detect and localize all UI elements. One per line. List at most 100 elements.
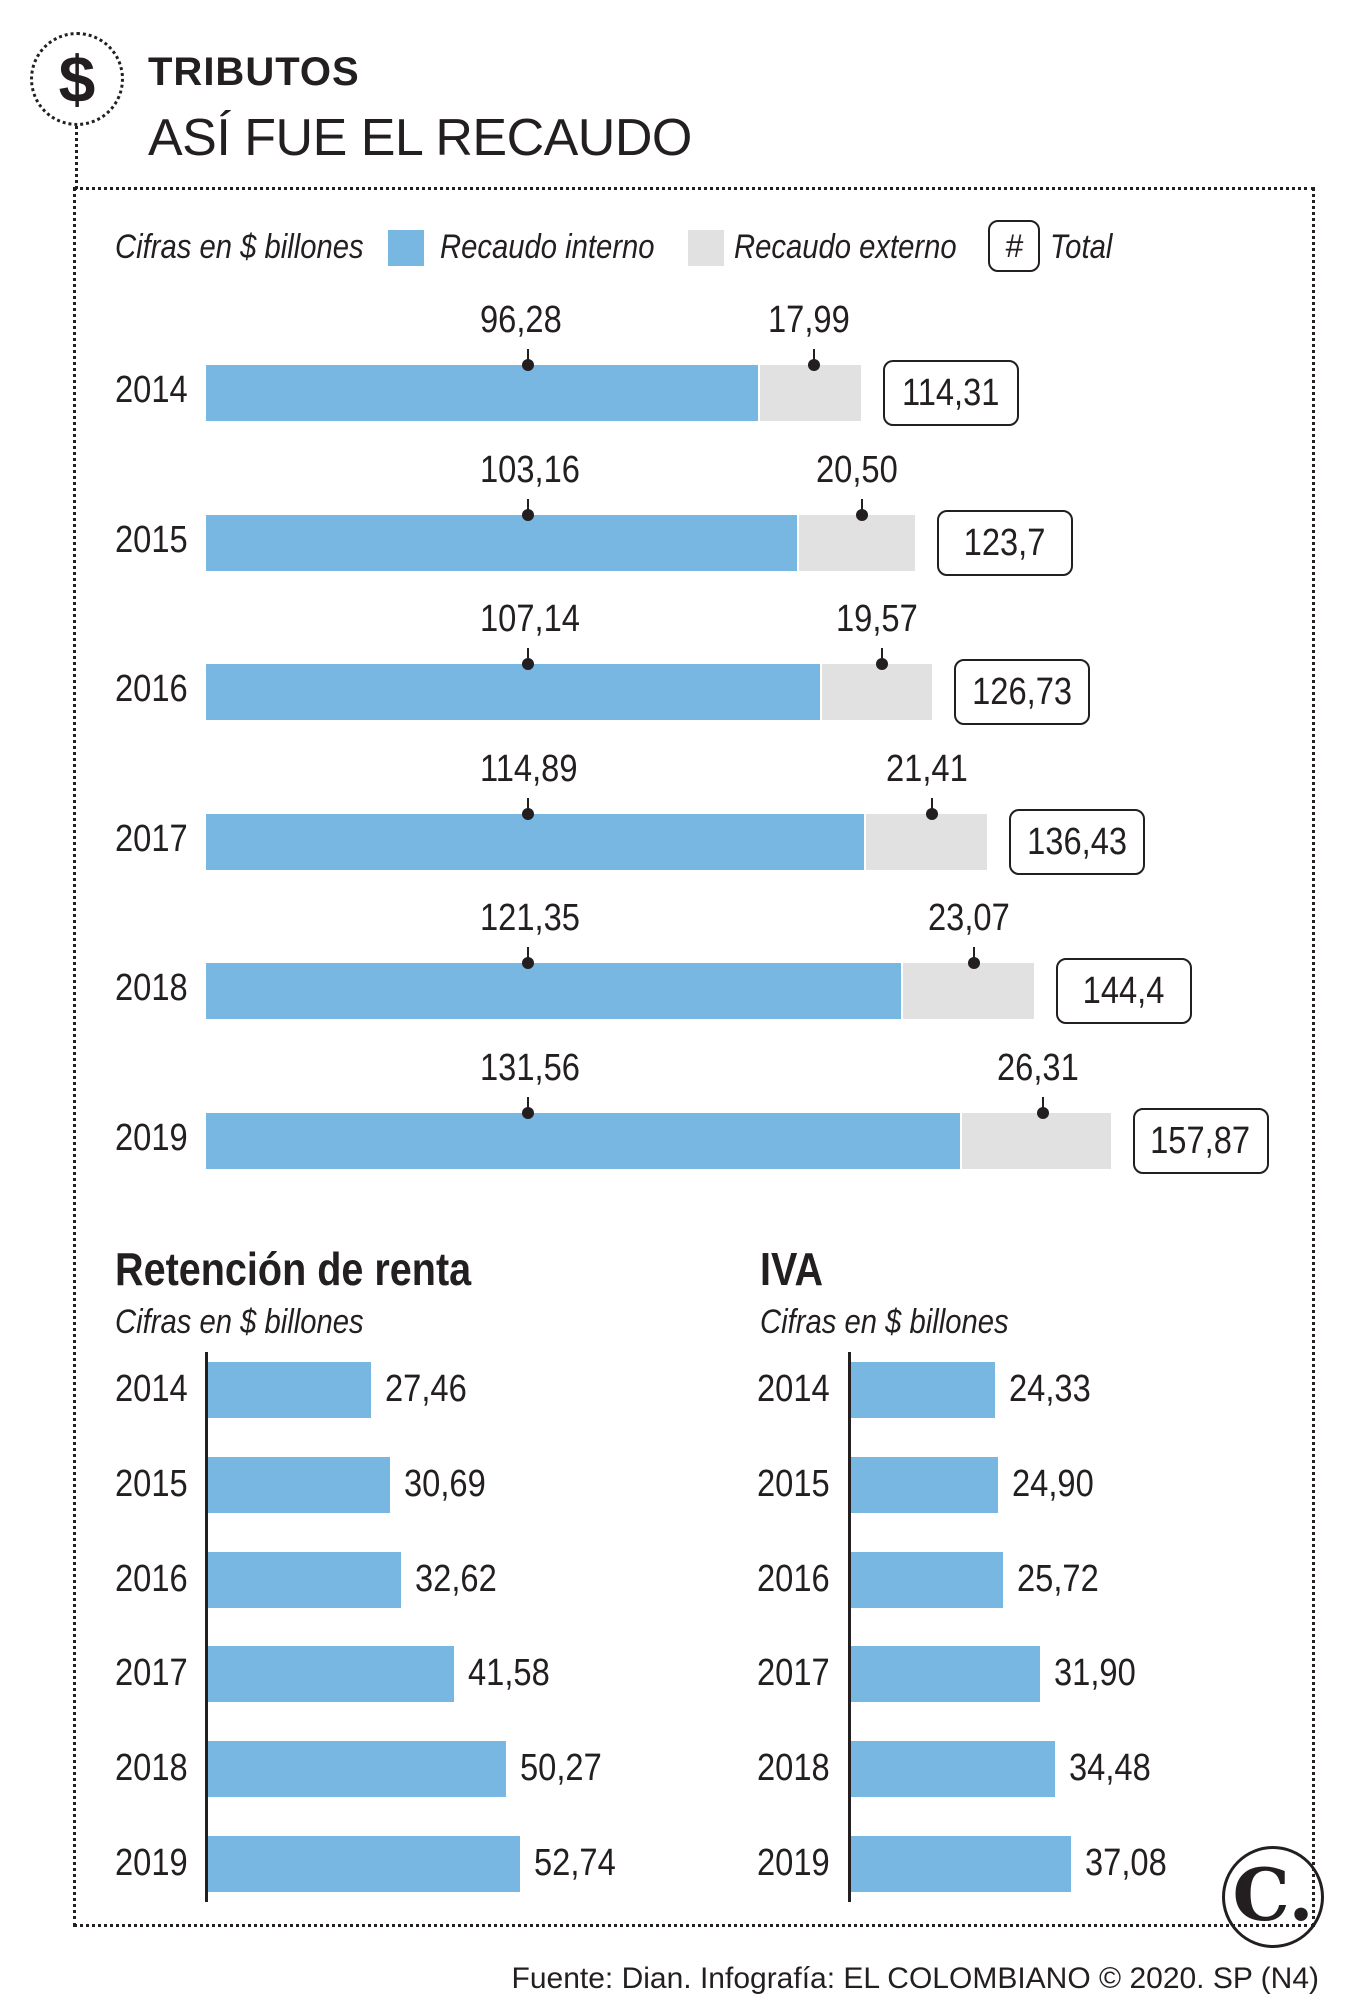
leader-line (527, 797, 529, 814)
legend-label-internal: Recaudo interno (440, 228, 655, 266)
bar-internal (206, 963, 902, 1019)
year-label: 2016 (757, 1557, 830, 1600)
bar-value-label: 24,33 (1009, 1368, 1091, 1410)
legend-swatch-internal (388, 230, 424, 266)
bar-internal (206, 365, 758, 421)
bar-value-label: 24,90 (1012, 1462, 1095, 1505)
total-value-box: 144,4 (1055, 958, 1192, 1024)
leader-dot (808, 359, 821, 371)
year-label: 2016 (115, 668, 188, 710)
leader-line (527, 947, 529, 963)
source-credit: Fuente: Dian. Infografía: EL COLOMBIANO … (511, 1962, 1319, 1995)
year-label: 2019 (757, 1842, 830, 1884)
year-label: 2015 (757, 1462, 830, 1505)
bar (208, 1551, 402, 1608)
leader-line (527, 648, 529, 664)
bar (208, 1456, 390, 1513)
leader-dot (875, 658, 888, 670)
leader-dot (855, 508, 868, 521)
bar-value-label: 34,48 (1069, 1747, 1151, 1790)
bar-external (799, 514, 915, 571)
leader-dot (925, 807, 938, 820)
year-label: 2014 (115, 1368, 188, 1410)
bar-value-label: 32,62 (415, 1557, 497, 1600)
year-label: 2017 (115, 817, 188, 860)
year-label: 2015 (115, 518, 188, 561)
leader-dot (522, 957, 534, 969)
year-label: 2019 (115, 1842, 188, 1884)
leader-dot (1036, 1106, 1049, 1119)
year-label: 2018 (757, 1747, 830, 1790)
bar (851, 1646, 1040, 1703)
bar-external (759, 365, 861, 421)
external-value-label: 19,57 (835, 598, 918, 640)
leader-line (1041, 1096, 1044, 1113)
axis-line (205, 1352, 208, 1902)
bar-value-label: 37,08 (1084, 1842, 1167, 1884)
legend-units: Cifras en $ billones (115, 228, 364, 266)
section-kicker: TRIBUTOS (148, 50, 360, 94)
external-value-label: 20,50 (815, 448, 898, 491)
iva-chart-title: IVA (760, 1243, 824, 1295)
leader-line (930, 797, 933, 814)
internal-value-label: 96,28 (480, 299, 562, 341)
bar (208, 1836, 521, 1892)
bar (851, 1362, 996, 1418)
bar (208, 1362, 371, 1418)
internal-value-label: 131,56 (480, 1046, 580, 1089)
leader-line (527, 1096, 529, 1113)
retencion-chart-title: Retención de renta (115, 1243, 472, 1295)
bar-internal (206, 1112, 960, 1169)
external-value-label: 23,07 (928, 897, 1010, 939)
bar-value-label: 31,90 (1053, 1652, 1136, 1695)
leader-line (527, 349, 529, 365)
year-label: 2017 (115, 1652, 188, 1695)
iva-chart-units: Cifras en $ billones (760, 1303, 1009, 1341)
legend-total-key: # (988, 220, 1040, 272)
total-value-box: 136,43 (1008, 808, 1145, 875)
year-label: 2014 (115, 369, 188, 411)
bar-value-label: 52,74 (534, 1842, 616, 1884)
leader-dot (522, 508, 534, 521)
leader-line (860, 498, 863, 515)
connector-line (75, 126, 78, 189)
leader-line (813, 349, 816, 365)
year-label: 2018 (115, 1747, 188, 1790)
total-value-box: 123,7 (936, 509, 1073, 576)
leader-dot (522, 658, 534, 670)
axis-line (848, 1352, 851, 1902)
bar-value-label: 27,46 (384, 1368, 467, 1410)
legend-swatch-external (688, 230, 724, 266)
dollar-sign-icon: $ (30, 32, 124, 126)
bar-internal (206, 813, 865, 870)
bar-external (821, 664, 933, 720)
leader-dot (522, 359, 534, 371)
legend-label-total: Total (1050, 228, 1113, 266)
internal-value-label: 114,89 (480, 747, 578, 790)
legend-label-external: Recaudo externo (734, 228, 957, 266)
bar-external (903, 963, 1034, 1019)
bar-value-label: 25,72 (1017, 1557, 1100, 1600)
total-value-box: 114,31 (882, 360, 1019, 426)
leader-dot (522, 807, 534, 820)
total-value-box: 126,73 (954, 659, 1091, 725)
internal-value-label: 121,35 (480, 897, 580, 939)
bar-external (866, 813, 987, 870)
bar-internal (206, 514, 798, 571)
bar-value-label: 41,58 (468, 1652, 550, 1695)
year-label: 2019 (115, 1116, 188, 1159)
external-value-label: 26,31 (996, 1046, 1079, 1089)
year-label: 2018 (115, 967, 188, 1009)
bar (851, 1456, 999, 1513)
internal-value-label: 103,16 (480, 448, 580, 491)
leader-line (973, 947, 976, 963)
bar (208, 1741, 506, 1798)
bar (851, 1741, 1056, 1798)
leader-dot (522, 1106, 534, 1119)
retencion-chart-units: Cifras en $ billones (115, 1303, 364, 1341)
page-title: ASÍ FUE EL RECAUDO (148, 109, 692, 167)
bar-value-label: 30,69 (403, 1462, 486, 1505)
leader-line (880, 648, 883, 664)
bar (851, 1551, 1004, 1608)
internal-value-label: 107,14 (480, 598, 580, 640)
